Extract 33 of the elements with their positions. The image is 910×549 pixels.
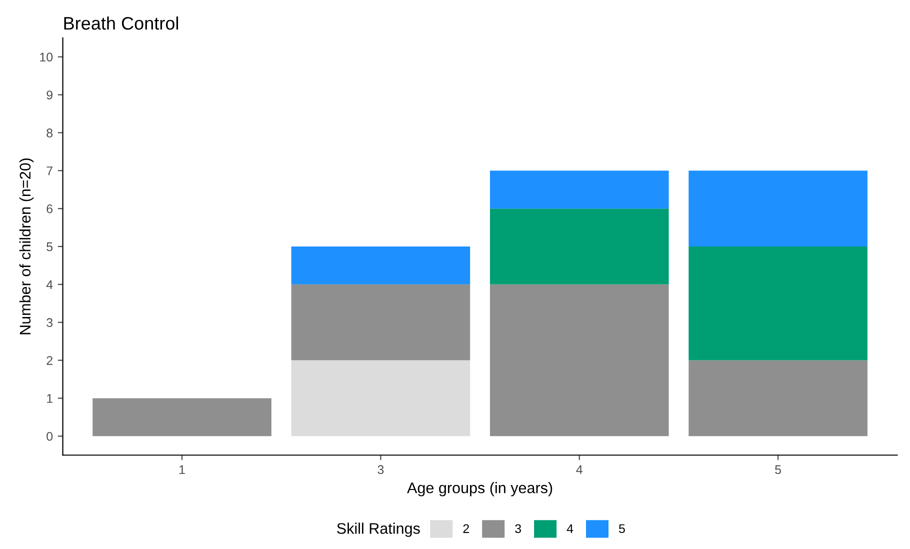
chart-title: Breath Control	[64, 16, 178, 30]
bar	[688, 360, 868, 436]
legend-label: 3	[515, 524, 521, 534]
bar	[490, 170, 669, 209]
x-tick-label: 5	[775, 465, 781, 474]
y-tick-label: 6	[46, 204, 53, 214]
bar	[92, 398, 272, 436]
bar	[490, 284, 669, 436]
y-tick-label: 10	[40, 52, 53, 62]
legend-title: Skill Ratings	[337, 522, 420, 537]
x-tick-label: 3	[378, 465, 384, 474]
bar	[291, 360, 470, 436]
y-tick-label: 9	[46, 90, 52, 100]
y-tick-label: 3	[46, 318, 53, 328]
legend-label: 4	[566, 524, 574, 533]
bar	[291, 246, 470, 284]
legend-label: 5	[619, 524, 625, 534]
y-tick-label: 1	[47, 394, 52, 403]
y-tick-label: 2	[46, 356, 52, 365]
y-tick-label: 7	[46, 166, 52, 176]
bar	[490, 208, 669, 284]
x-tick-label: 1	[179, 465, 185, 474]
y-tick-label: 0	[46, 432, 53, 441]
legend-label: 2	[463, 524, 469, 533]
bar	[688, 246, 868, 360]
bar	[688, 170, 868, 246]
x-tick-label: 4	[576, 465, 582, 474]
y-axis-title: Number of children (n=20)	[19, 158, 34, 334]
y-tick-label: 4	[46, 280, 53, 289]
x-axis-title: Age groups (in years)	[407, 482, 552, 496]
bar	[291, 284, 470, 360]
y-tick-label: 8	[46, 128, 53, 138]
y-tick-label: 5	[46, 242, 53, 252]
